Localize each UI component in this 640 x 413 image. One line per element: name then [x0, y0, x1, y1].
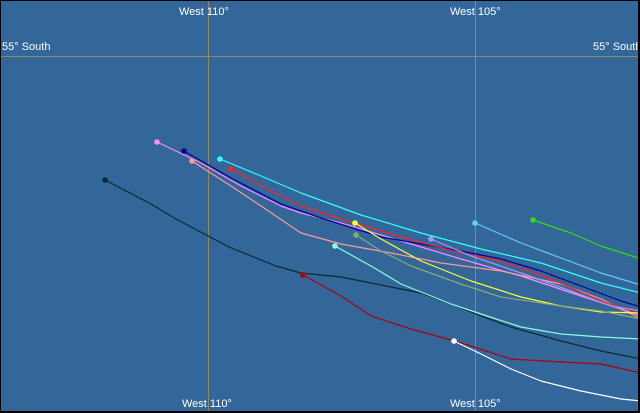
track-start-marker-icon[interactable] [217, 156, 223, 162]
storm-track-maroon[interactable] [300, 272, 640, 373]
track-start-marker-icon[interactable] [332, 243, 338, 249]
track-line [219, 158, 638, 293]
track-line [183, 150, 638, 307]
track-start-marker-icon[interactable] [352, 220, 358, 226]
track-line [156, 141, 638, 316]
track-line [302, 274, 638, 373]
track-start-marker-icon[interactable] [472, 220, 478, 226]
storm-track-periwinkle[interactable] [428, 236, 640, 312]
track-start-marker-icon[interactable] [228, 166, 234, 172]
track-start-marker-icon[interactable] [530, 217, 536, 223]
storm-track-black[interactable] [102, 177, 640, 360]
track-line [230, 168, 638, 314]
track-start-marker-icon[interactable] [428, 236, 434, 242]
track-line [453, 340, 638, 402]
storm-track-yellow[interactable] [352, 220, 640, 314]
track-start-marker-icon[interactable] [154, 139, 160, 145]
storm-track-red[interactable] [228, 166, 640, 314]
track-start-marker-icon[interactable] [353, 232, 359, 238]
track-line [430, 238, 638, 312]
storm-track-green[interactable] [530, 217, 640, 259]
track-line [354, 222, 638, 314]
storm-tracks [102, 139, 640, 402]
storm-track-sage[interactable] [353, 232, 640, 320]
storm-track-pink[interactable] [154, 139, 640, 316]
storm-track-salmon[interactable] [189, 158, 640, 319]
track-start-marker-icon[interactable] [451, 338, 457, 344]
track-line [532, 219, 638, 259]
storm-track-cyan[interactable] [217, 156, 640, 293]
track-start-marker-icon[interactable] [102, 177, 108, 183]
track-start-marker-icon[interactable] [300, 272, 306, 278]
track-line [474, 222, 638, 285]
meridian-label-bottom-105w: West 105° [450, 398, 501, 410]
meridian-label-top-110w: West 110° [179, 6, 229, 18]
storm-track-sky[interactable] [472, 220, 640, 285]
track-start-marker-icon[interactable] [189, 158, 195, 164]
track-start-marker-icon[interactable] [181, 148, 187, 154]
meridian-label-top-105w: West 105° [450, 6, 501, 18]
track-line [355, 234, 638, 320]
parallel-label-left-55s: 55° South [2, 41, 51, 53]
parallel-label-right-55s: 55° South [593, 41, 640, 53]
meridian-label-bottom-110w: West 110° [182, 398, 232, 410]
storm-track-white[interactable] [451, 338, 640, 402]
storm-track-aquamarine[interactable] [332, 243, 640, 340]
track-line [104, 179, 638, 360]
track-line [334, 245, 638, 340]
